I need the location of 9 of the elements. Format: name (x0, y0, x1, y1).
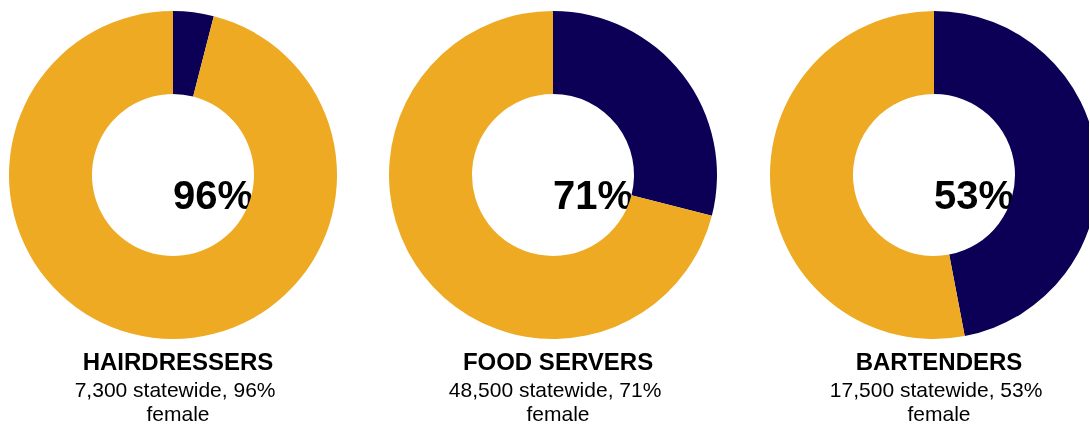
text: 96% (173, 173, 254, 217)
text: HAIRDRESSERS (82, 347, 274, 375)
text: 53% (934, 173, 1015, 217)
text: 7,300 statewide, 96% female (74, 377, 282, 425)
text: 48,500 statewide, 71% female (448, 377, 668, 425)
text: FOOD SERVERS (462, 347, 654, 375)
text: 71% (553, 173, 634, 217)
text: BARTENDERS (855, 347, 1023, 375)
text: 17,500 statewide, 53% female (829, 377, 1049, 425)
